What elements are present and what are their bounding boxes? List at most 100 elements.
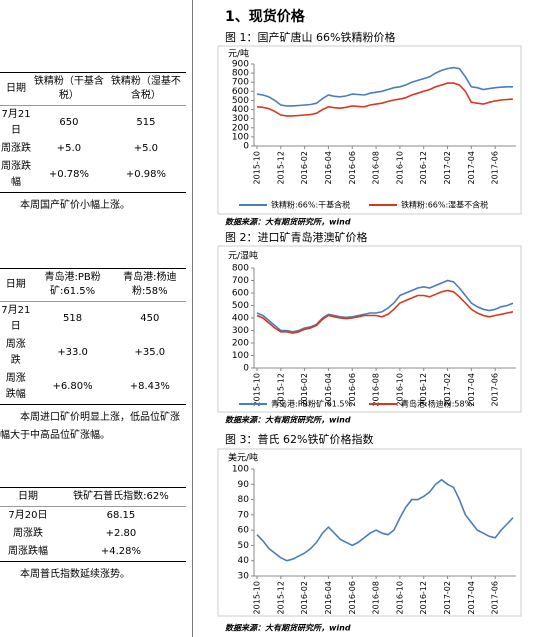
x-tick-label: 2017-04 (467, 581, 476, 614)
series-line (256, 66, 513, 107)
header-row: 日期 青岛港:PB粉矿:61.5% 青岛港:杨迪粉:58% (0, 268, 186, 302)
y-tick-label: 600 (232, 289, 249, 299)
y-tick-label: 500 (232, 96, 249, 106)
y-tick-label: 200 (232, 339, 249, 349)
table-cell: +0.98% (105, 158, 186, 193)
x-tick-label: 2015-10 (252, 373, 261, 406)
x-tick-label: 2016-04 (324, 581, 333, 614)
y-tick-label: 400 (232, 314, 249, 324)
table-cell: 周涨跌幅 (0, 158, 33, 193)
source-note: 数据来源：大有期货研究所，wind (225, 218, 351, 227)
table-cell: +33.0 (57, 347, 88, 358)
series-line (256, 279, 514, 333)
table-cell: 650 (59, 117, 79, 128)
x-tick-label: 2016-06 (348, 151, 357, 184)
source-note: 数据来源：大有期货研究所，wind (225, 624, 351, 633)
table-block: 日期 铁矿石普氏指数:62% 7月20日 68.15 周涨跌 +2.80 周涨跌幅 +4.28… (0, 487, 186, 584)
x-tick-label: 2016-04 (324, 373, 333, 406)
legend-label: 青岛港:杨迪粉:58% (401, 399, 473, 409)
x-tick-label: 2016-02 (300, 581, 309, 614)
y-tick-label: 300 (232, 326, 249, 336)
y-tick-label: 40 (238, 556, 250, 566)
x-tick-label: 2016-02 (300, 373, 309, 406)
y-tick-label: 0 (243, 364, 249, 374)
series-line (256, 82, 514, 117)
table-cell: 周涨跌 (1, 143, 32, 154)
y-tick-label: 600 (232, 87, 249, 97)
table-cell: 515 (136, 117, 156, 128)
figure-title: 图 1：国产矿唐山 66%铁精粉价格 (225, 30, 395, 44)
table-block: 日期 铁精粉（干基含税） 铁精粉（湿基不含税） 7月21日 650 515 周涨跌 +5.0 +… (0, 72, 186, 215)
legend-label: 青岛港:PB粉矿:61.5% (271, 399, 353, 409)
table-note: 本周国产矿价小幅上涨。 (20, 200, 130, 211)
y-tick-label: 50 (238, 541, 250, 551)
header-row: 日期 铁精粉（干基含税） 铁精粉（湿基不含税） (0, 72, 186, 106)
x-tick-label: 2017-02 (443, 581, 452, 614)
x-tick-label: 2016-06 (348, 373, 357, 406)
table-cell: +4.28% (55, 543, 186, 562)
table-cell: +5.0 (56, 143, 82, 154)
header-cell: 日期 (0, 268, 32, 302)
table-cell: 7月21日 (1, 305, 31, 332)
x-tick-label: 2017-06 (491, 151, 500, 184)
x-tick-label: 2017-06 (491, 581, 500, 614)
figure-title: 图 2：进口矿青岛港澳矿价格 (225, 230, 368, 244)
x-tick-label: 2015-12 (276, 151, 285, 184)
x-tick-label: 2016-12 (419, 373, 428, 406)
table-row: 周涨跌幅 +0.78% +0.98% (0, 158, 186, 193)
x-tick-label: 2015-12 (276, 581, 285, 614)
table-cell: +35.0 (134, 347, 166, 358)
table-block: 日期 青岛港:PB粉矿:61.5% 青岛港:杨迪粉:58% 7月21日 518 450 周涨… (0, 268, 186, 445)
y-tick-label: 90 (238, 480, 250, 490)
unit-label: 元/吨 (228, 48, 249, 60)
section-title: 1、现货价格 (225, 8, 306, 25)
table-cell: 68.15 (106, 510, 136, 521)
x-tick-label: 2016-08 (372, 373, 381, 406)
x-tick-label: 2015-12 (276, 373, 285, 406)
y-tick-label: 100 (232, 132, 249, 142)
table-row: 周涨跌幅 +4.28% (0, 543, 186, 562)
source-note: 数据来源：大有期货研究所，wind (225, 416, 351, 425)
x-tick-label: 2017-04 (467, 151, 476, 184)
table-cell: +0.78% (32, 158, 106, 193)
column-divider (192, 0, 193, 637)
y-tick-label: 70 (238, 510, 250, 520)
table-note: 本周普氏指数延续涨势。 (20, 569, 130, 580)
x-tick-label: 2017-02 (443, 373, 452, 406)
header-row: 日期 铁矿石普氏指数:62% (0, 487, 186, 507)
y-tick-label: 100 (232, 351, 249, 361)
x-tick-label: 2016-04 (324, 151, 333, 184)
table-cell: 周涨跌幅 (0, 543, 56, 562)
y-tick-label: 30 (238, 572, 250, 582)
chart-frame (217, 45, 522, 215)
series-line (256, 478, 514, 562)
y-tick-label: 700 (232, 276, 249, 286)
unit-label: 元/湿吨 (228, 250, 258, 262)
series-line (256, 289, 514, 334)
y-tick-label: 400 (232, 105, 249, 115)
y-tick-label: 80 (238, 495, 250, 505)
table-cell: 周涨跌 (12, 528, 43, 539)
table-row: 7月21日 650 515 (0, 106, 186, 141)
table-cell: 7月20日 (8, 510, 48, 521)
data-table: 日期 铁精粉（干基含税） 铁精粉（湿基不含税） 7月21日 650 515 周涨跌 +5.0 +… (0, 72, 186, 193)
y-tick-label: 200 (232, 123, 249, 133)
x-tick-label: 2017-06 (491, 373, 500, 406)
x-tick-label: 2016-12 (419, 581, 428, 614)
data-table: 日期 青岛港:PB粉矿:61.5% 青岛港:杨迪粉:58% 7月21日 518 450 周涨… (0, 268, 186, 405)
x-tick-label: 2016-10 (395, 581, 404, 614)
header-cell: 铁精粉（湿基不含税） (105, 72, 186, 106)
table-cell: +8.43% (113, 370, 186, 405)
x-tick-label: 2016-02 (300, 151, 309, 184)
figure-title: 图 3：普氏 62%铁矿价格指数 (225, 432, 373, 446)
x-tick-label: 2016-10 (395, 151, 404, 184)
y-tick-label: 700 (232, 78, 249, 88)
header-cell: 青岛港:杨迪粉:58% (113, 268, 186, 302)
legend-label: 铁精粉:66%:湿基不含税 (401, 200, 488, 210)
x-tick-label: 2017-04 (467, 373, 476, 406)
x-tick-label: 2016-10 (395, 373, 404, 406)
chart-frame (217, 245, 522, 413)
table-cell: +2.80 (105, 528, 137, 539)
y-tick-label: 800 (232, 69, 249, 79)
